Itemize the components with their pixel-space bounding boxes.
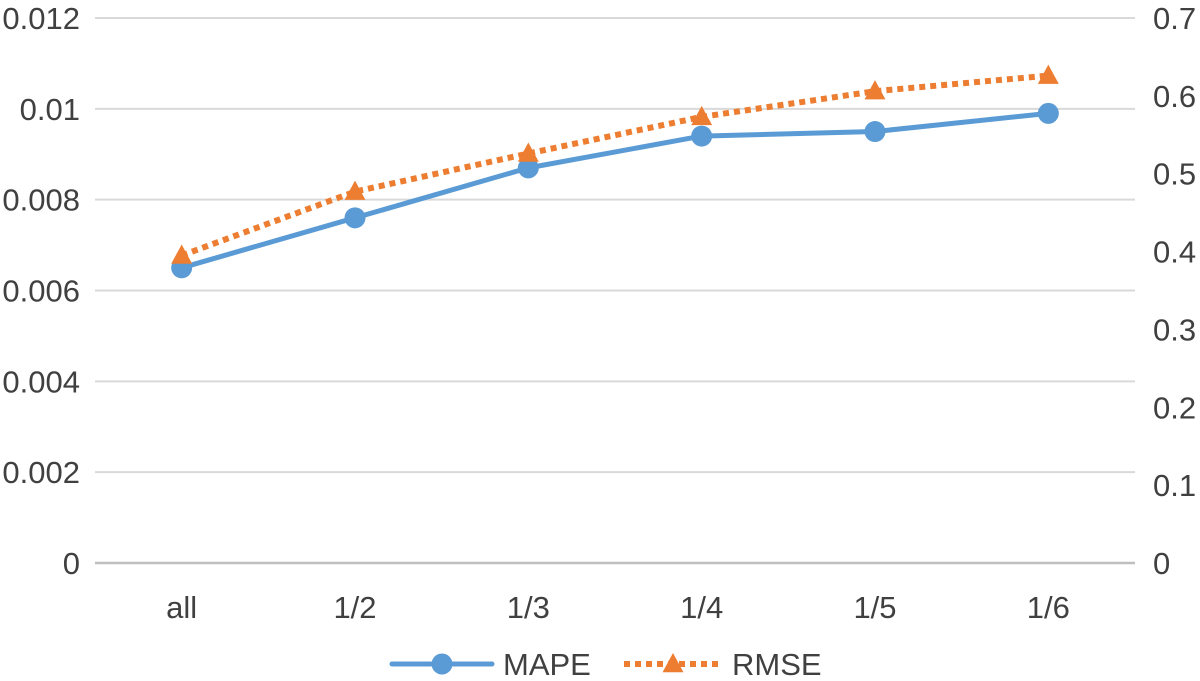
y2-tick-label: 0.1 [1153, 468, 1196, 503]
y2-tick-label: 0.7 [1153, 1, 1196, 36]
data-point-mape [691, 125, 713, 147]
x-tick-label: 1/4 [680, 590, 723, 625]
y-tick-label: 0.002 [2, 455, 80, 490]
gridlines [95, 17, 1135, 474]
legend-item-rmse: RMSE [624, 647, 822, 681]
legend-label: RMSE [732, 647, 822, 681]
data-point-rmse [517, 142, 539, 162]
y2-tick-label: 0.6 [1153, 79, 1196, 114]
legend-marker [431, 653, 453, 675]
y-tick-label: 0.008 [2, 183, 80, 218]
series-mape [171, 102, 1059, 279]
series-rmse [171, 64, 1059, 264]
data-point-rmse [344, 180, 366, 200]
legend-label: MAPE [503, 647, 591, 681]
y-tick-label: 0.01 [20, 92, 80, 127]
data-point-rmse [691, 105, 713, 126]
data-point-rmse [864, 80, 886, 100]
data-point-mape [864, 121, 886, 143]
legend-item-mape: MAPE [389, 647, 591, 681]
y2-tick-label: 0 [1153, 546, 1170, 581]
data-point-rmse [171, 244, 193, 264]
x-tick-label: 1/6 [1027, 590, 1070, 625]
y2-tick-label: 0.5 [1153, 157, 1196, 192]
data-point-rmse [1037, 64, 1059, 84]
y2-tick-label: 0.4 [1153, 235, 1196, 270]
x-tick-label: 1/3 [507, 590, 550, 625]
data-point-mape [1037, 102, 1059, 124]
y-tick-label: 0.012 [2, 1, 80, 36]
y2-tick-label: 0.2 [1153, 390, 1196, 425]
series-layer [171, 64, 1059, 279]
data-point-mape [344, 207, 366, 229]
x-tick-label: 1/2 [333, 590, 376, 625]
x-tick-label: 1/5 [853, 590, 896, 625]
series-line-mape [179, 110, 1051, 271]
y-tick-label: 0.006 [2, 274, 80, 309]
legend: MAPE RMSE [389, 647, 822, 681]
y-tick-label: 0.004 [2, 364, 80, 399]
y2-tick-label: 0.3 [1153, 312, 1196, 347]
x-tick-label: all [166, 590, 197, 625]
axes: 0 0.002 0.004 0.006 0.008 0.01 0.012 0 0.1 0.2 0.3… [2, 1, 1196, 625]
legend-marker [662, 653, 684, 673]
y-tick-label: 0 [63, 546, 80, 581]
data-point-mape [517, 157, 539, 179]
